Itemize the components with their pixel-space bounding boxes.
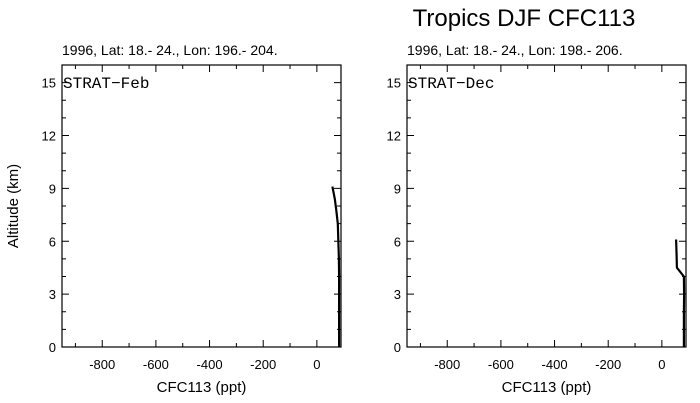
y-tick-label: 12 xyxy=(42,129,56,144)
x-tick-label: -200 xyxy=(595,357,621,372)
y-tick-label: 15 xyxy=(387,76,401,91)
panel-label: STRAT−Feb xyxy=(63,75,149,93)
x-tick-label: -800 xyxy=(89,357,115,372)
chart-panel-2: 1996, Lat: 18.- 24., Lon: 198.- 206. STRA… xyxy=(387,42,687,396)
y-axis-label: Altitude (km) xyxy=(5,164,22,248)
y-tick-label: 0 xyxy=(49,340,56,355)
panel-label: STRAT−Dec xyxy=(408,75,494,93)
y-tick-label: 9 xyxy=(49,181,56,196)
x-tick-label: -200 xyxy=(250,357,276,372)
series-line-1 xyxy=(675,239,686,347)
figure-title: Tropics DJF CFC113 xyxy=(413,5,636,32)
x-tick-label: -400 xyxy=(542,357,568,372)
y-tick-label: 6 xyxy=(394,234,401,249)
x-tick-label: -600 xyxy=(488,357,514,372)
y-tick-label: 3 xyxy=(49,287,56,302)
panel-subtitle: 1996, Lat: 18.- 24., Lon: 198.- 206. xyxy=(407,42,623,58)
y-tick-label: 15 xyxy=(42,76,56,91)
y-tick-label: 9 xyxy=(394,181,401,196)
plot-frame xyxy=(61,64,342,348)
y-tick-label: 6 xyxy=(49,234,56,249)
x-tick-label: 0 xyxy=(658,357,665,372)
series-line-1 xyxy=(331,186,341,347)
x-tick-label: 0 xyxy=(313,357,320,372)
x-axis-label: CFC113 (ppt) xyxy=(157,379,247,396)
y-tick-label: 3 xyxy=(394,287,401,302)
x-axis-label: CFC113 (ppt) xyxy=(502,379,592,396)
chart-panel-1: 1996, Lat: 18.- 24., Lon: 196.- 204. STRA… xyxy=(5,42,342,396)
y-tick-label: 0 xyxy=(394,340,401,355)
plot-frame xyxy=(406,64,687,348)
chart-panels: 1996, Lat: 18.- 24., Lon: 196.- 204. STRA… xyxy=(5,42,687,396)
x-tick-label: -600 xyxy=(143,357,169,372)
panel-subtitle: 1996, Lat: 18.- 24., Lon: 196.- 204. xyxy=(62,42,278,58)
y-tick-label: 12 xyxy=(387,129,401,144)
x-tick-label: -400 xyxy=(197,357,223,372)
x-tick-label: -800 xyxy=(434,357,460,372)
